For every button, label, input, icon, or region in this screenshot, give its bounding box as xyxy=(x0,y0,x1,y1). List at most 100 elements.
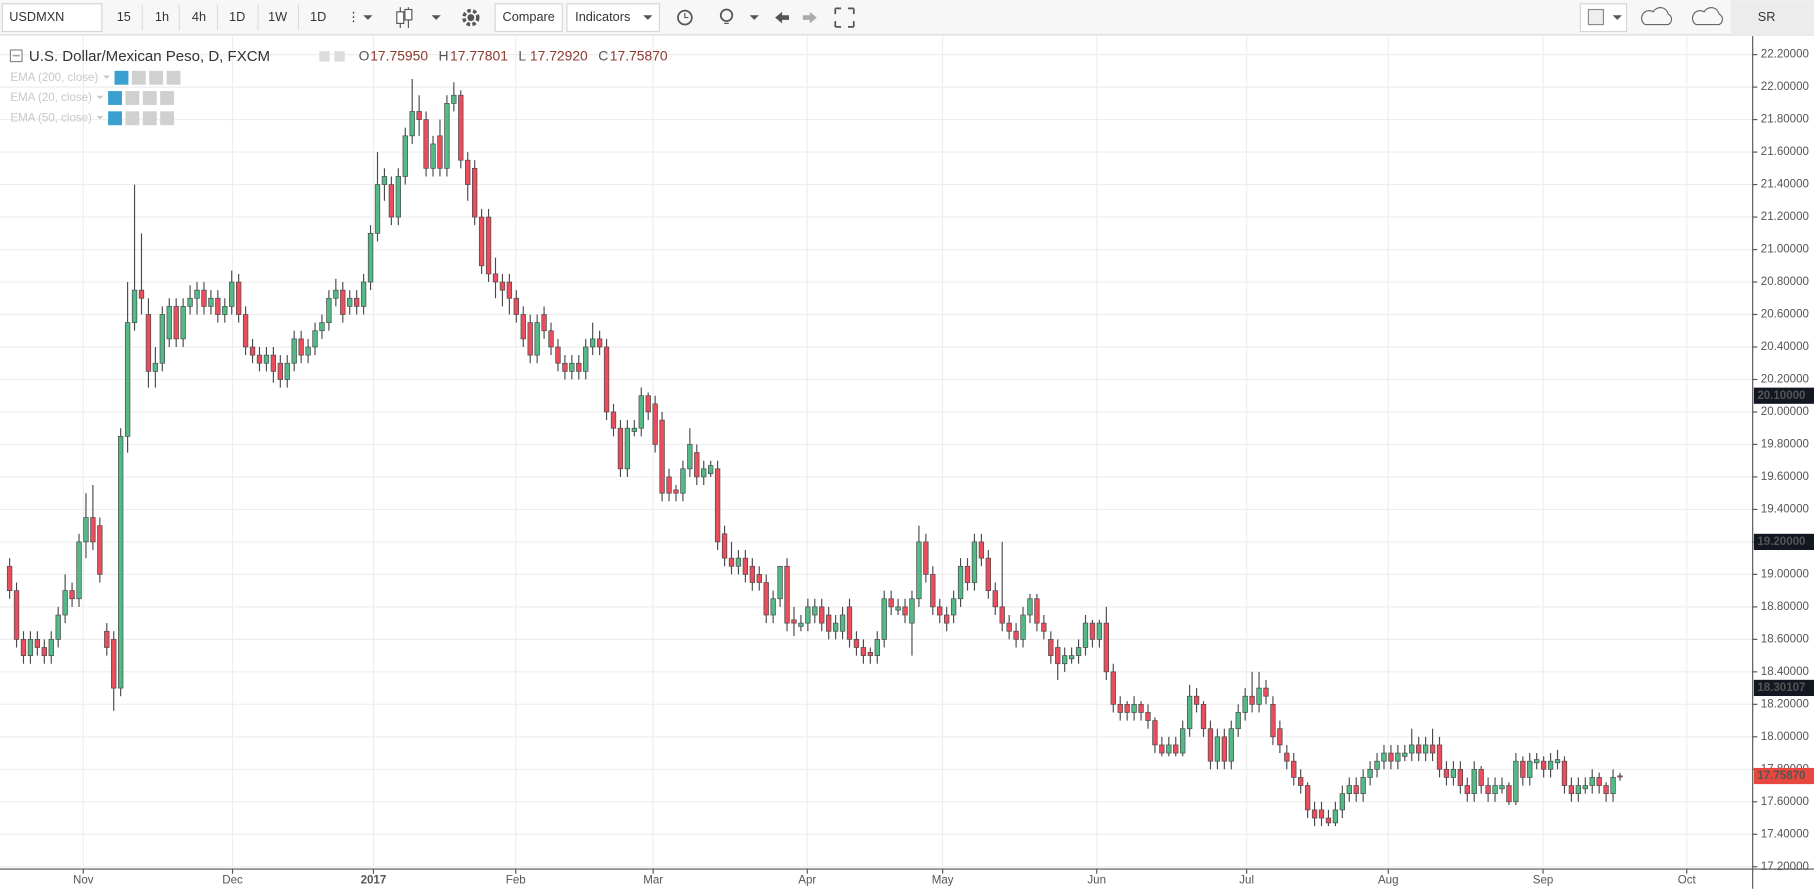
layout-icon[interactable] xyxy=(1587,8,1605,26)
compare-box[interactable] xyxy=(494,3,563,33)
study-button[interactable] xyxy=(108,111,122,126)
alert-button[interactable] xyxy=(677,9,693,26)
candle-body xyxy=(1381,752,1387,762)
interval-button[interactable]: 1D xyxy=(229,9,245,24)
candle-body xyxy=(957,565,964,600)
study-button[interactable] xyxy=(142,111,157,126)
ideas-button[interactable] xyxy=(719,8,759,24)
study-dropdown[interactable] xyxy=(96,95,104,100)
candle-body xyxy=(1506,785,1512,803)
candle-body xyxy=(340,289,346,315)
price-marker-label: 17.75870 xyxy=(1757,770,1805,782)
study-button[interactable] xyxy=(125,111,140,126)
x-tick-label: Nov xyxy=(73,875,94,887)
settings-button[interactable] xyxy=(462,8,480,27)
candle-body xyxy=(395,176,401,218)
candle-body xyxy=(1395,752,1401,762)
x-tick-label: Apr xyxy=(798,875,816,887)
study-button[interactable] xyxy=(108,91,122,105)
candle-body xyxy=(27,639,34,656)
candle-body xyxy=(499,281,506,291)
candle-body xyxy=(603,346,610,413)
candle-body xyxy=(853,639,860,648)
candle-body xyxy=(1339,793,1345,811)
dropdown-arrow[interactable] xyxy=(1612,15,1622,20)
symbol-box[interactable] xyxy=(1,3,103,33)
more-intervals[interactable]: ⋮ xyxy=(347,9,360,24)
undo-button[interactable] xyxy=(775,11,789,24)
fullscreen-button[interactable] xyxy=(834,7,855,28)
candle-body xyxy=(256,354,263,364)
study-dropdown[interactable] xyxy=(102,75,110,79)
study-button[interactable] xyxy=(160,111,175,126)
candle-body xyxy=(465,159,471,185)
indicators-box[interactable] xyxy=(566,3,661,33)
interval-button[interactable]: 1W xyxy=(268,9,287,24)
candle-body xyxy=(492,273,499,283)
chart-style-button[interactable] xyxy=(396,7,441,29)
y-tick-label: 18.40000 xyxy=(1761,666,1809,678)
candle-body xyxy=(312,330,318,348)
candle-body xyxy=(1249,695,1255,705)
candle-body xyxy=(55,614,61,640)
x-tick-label: Oct xyxy=(1678,875,1697,887)
interval-button[interactable]: 15 xyxy=(117,9,131,24)
interval-button[interactable]: 4h xyxy=(192,9,206,24)
study-label: EMA (200, close) xyxy=(10,72,98,84)
candle-body xyxy=(194,289,200,299)
y-tick-label: 20.60000 xyxy=(1761,309,1809,321)
ohlc-value: 17.72920 xyxy=(530,48,588,64)
plot-area xyxy=(0,36,1753,870)
y-tick-label: 20.40000 xyxy=(1761,341,1809,353)
candle-body xyxy=(1478,768,1484,786)
study-button[interactable] xyxy=(149,70,164,85)
account-box[interactable] xyxy=(1730,0,1814,35)
candle-body xyxy=(145,314,152,372)
y-tick-label: 17.40000 xyxy=(1761,828,1809,840)
candle-body xyxy=(1096,622,1103,640)
candle-body xyxy=(1575,785,1582,795)
compare-button[interactable]: Compare xyxy=(503,9,555,24)
legend-icon[interactable] xyxy=(319,51,330,62)
candle-body xyxy=(1617,775,1623,778)
redo-button[interactable] xyxy=(802,11,817,24)
legend-icon[interactable] xyxy=(334,51,345,62)
dropdown-arrow[interactable] xyxy=(363,15,373,20)
study-button[interactable] xyxy=(142,91,157,105)
candle-body xyxy=(1589,777,1595,786)
load-button[interactable] xyxy=(1641,7,1672,26)
study-button[interactable] xyxy=(114,70,129,85)
interval-button[interactable]: 1h xyxy=(155,9,169,24)
study-button[interactable] xyxy=(160,91,175,105)
study-button[interactable] xyxy=(125,91,140,105)
x-tick-label: 2017 xyxy=(361,875,387,887)
candle-body xyxy=(1110,671,1116,705)
candle-body xyxy=(895,606,901,611)
interval-button[interactable]: 1D xyxy=(310,9,326,24)
x-tick-label: Aug xyxy=(1378,875,1399,887)
indicators-button[interactable]: Indicators xyxy=(575,9,630,24)
study-button[interactable] xyxy=(166,70,181,85)
x-tick-label: Dec xyxy=(222,875,243,887)
candle-body xyxy=(1124,703,1130,713)
dropdown-arrow[interactable] xyxy=(643,15,653,20)
candle-body xyxy=(381,176,388,185)
candle-body xyxy=(728,557,735,567)
collapse-icon[interactable] xyxy=(9,49,23,63)
candle-body xyxy=(1166,744,1172,754)
candle-body xyxy=(1284,752,1290,762)
candle-body xyxy=(1527,760,1533,778)
candle-body xyxy=(978,541,985,559)
study-button[interactable] xyxy=(131,70,146,85)
candle-body xyxy=(1256,687,1262,705)
study-dropdown[interactable] xyxy=(96,115,104,120)
candle-body xyxy=(673,489,679,494)
candle-body xyxy=(742,557,749,575)
candle-body xyxy=(402,135,408,177)
candle-body xyxy=(964,565,971,583)
candle-body xyxy=(1367,768,1373,778)
symbol[interactable]: USDMXN xyxy=(9,9,64,24)
price-marker xyxy=(1753,767,1814,785)
account-button[interactable]: SR xyxy=(1758,9,1776,24)
save-button[interactable] xyxy=(1691,7,1723,26)
